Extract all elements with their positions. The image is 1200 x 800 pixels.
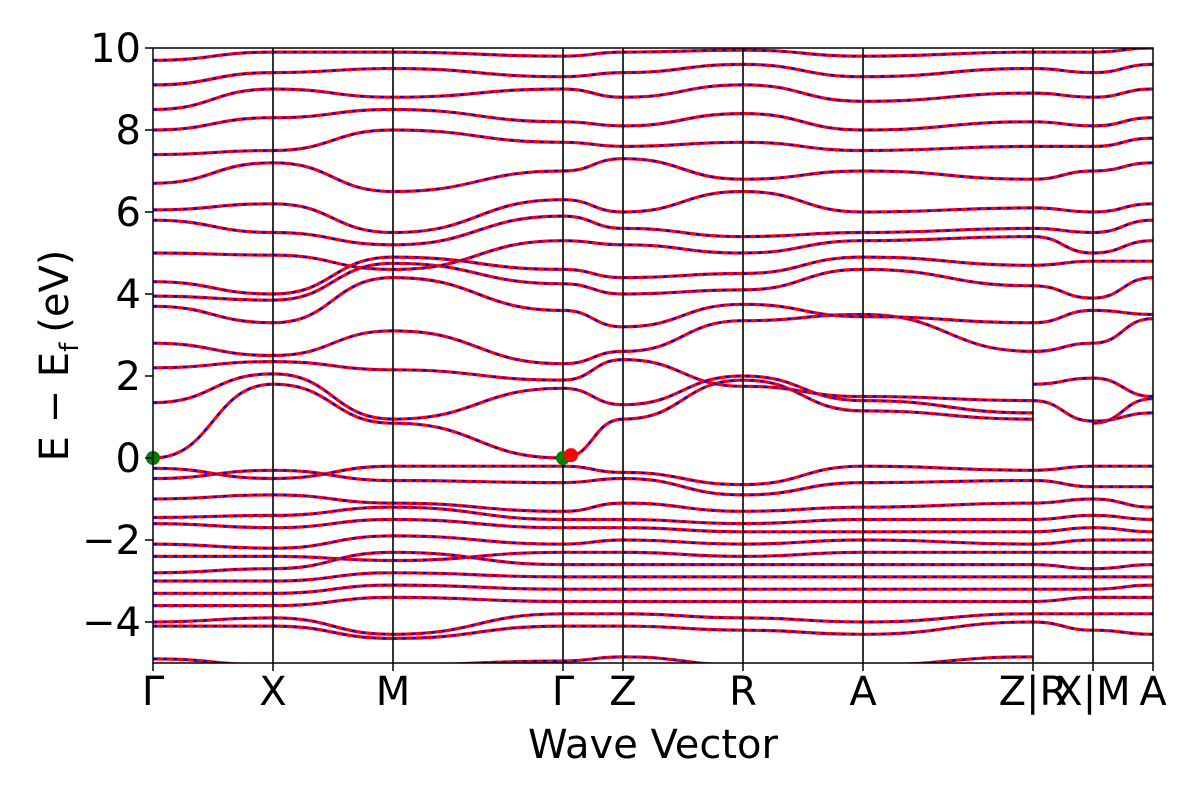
y-tick-label: 2 bbox=[116, 354, 141, 400]
band-line-spin-down bbox=[153, 63, 1153, 86]
band-line-spin-down bbox=[153, 190, 1153, 234]
plot-frame bbox=[152, 47, 1154, 664]
band-line-spin-down bbox=[153, 655, 1034, 663]
x-tick-label: R bbox=[729, 669, 757, 715]
x-tick-label: Z|R bbox=[999, 669, 1068, 715]
band-line-spin-down bbox=[153, 620, 1153, 640]
y-tick-label: 8 bbox=[116, 108, 141, 154]
band-line-spin-up bbox=[153, 583, 1153, 595]
band-line-spin-down bbox=[153, 506, 1153, 525]
band-line-spin-down bbox=[153, 518, 1153, 533]
y-axis-title-subscript: f bbox=[55, 342, 85, 352]
band-line-spin-down bbox=[153, 493, 1153, 513]
band-line-spin-down bbox=[153, 108, 1153, 132]
band-line-spin-down bbox=[153, 235, 1153, 271]
y-axis-title: E − Ef (eV) bbox=[32, 250, 85, 462]
band-line-spin-up bbox=[153, 357, 1153, 423]
x-tick-label: A bbox=[849, 669, 877, 715]
band-line-spin-down bbox=[153, 383, 564, 460]
y-tick-label: 6 bbox=[116, 190, 141, 236]
band-line-spin-down bbox=[1092, 397, 1153, 425]
band-line-spin-down bbox=[153, 83, 1153, 111]
x-tick-label: Z bbox=[609, 669, 636, 715]
x-tick-label: Γ bbox=[142, 669, 165, 715]
x-tick-label: Γ bbox=[552, 669, 575, 715]
y-tick-label: 0 bbox=[116, 436, 141, 482]
x-tick-label: X|M bbox=[1055, 669, 1130, 715]
x-ticks: Γ X M Γ Z R A Z|RX|M A bbox=[142, 663, 1167, 715]
band-line-spin-down bbox=[153, 276, 1153, 328]
x-tick-label: X bbox=[259, 669, 286, 715]
x-tick-label: A bbox=[1139, 669, 1167, 715]
kpoint-divider-lines bbox=[272, 48, 1094, 663]
y-axis-title-main: E − E bbox=[32, 352, 78, 462]
band-line-spin-down bbox=[153, 48, 1153, 62]
y-tick-label: −4 bbox=[82, 600, 141, 646]
y-tick-label: 4 bbox=[116, 272, 141, 318]
y-ticks: −4 −2 0 2 4 6 8 10 bbox=[82, 26, 153, 646]
band-line-spin-up bbox=[153, 595, 1153, 608]
band-line-spin-up bbox=[153, 261, 1153, 302]
bands-layer bbox=[153, 48, 1153, 663]
band-line-spin-up bbox=[153, 157, 1153, 194]
band-line-spin-down bbox=[153, 551, 1153, 574]
cbm-marker bbox=[564, 448, 578, 463]
band-line-spin-down bbox=[153, 313, 1153, 365]
x-axis-title: Wave Vector bbox=[528, 722, 779, 768]
band-line-spin-down bbox=[153, 372, 1034, 421]
band-line-spin-down bbox=[153, 214, 1153, 246]
x-tick-label: M bbox=[376, 669, 411, 715]
y-tick-label: 10 bbox=[90, 26, 141, 72]
y-tick-label: −2 bbox=[82, 518, 141, 564]
band-line-spin-down bbox=[562, 378, 1034, 460]
y-axis-title-unit: (eV) bbox=[32, 250, 78, 333]
